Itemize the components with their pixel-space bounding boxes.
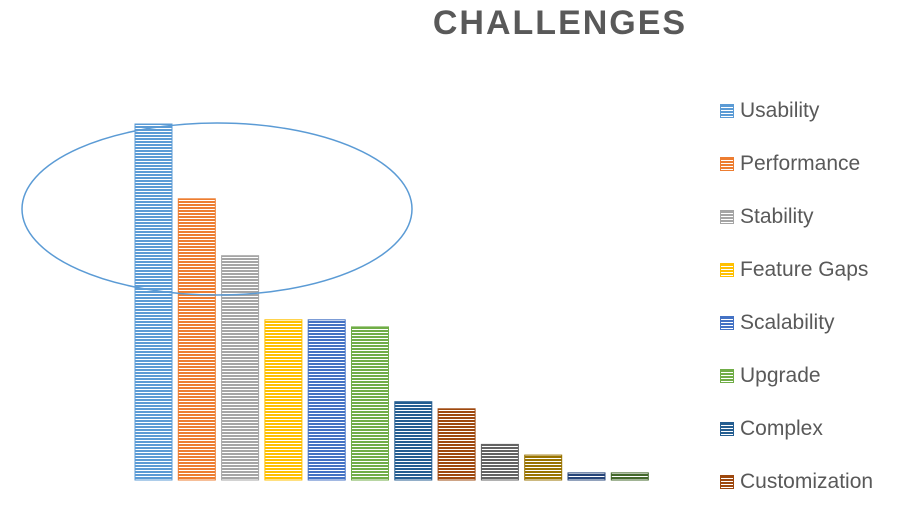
chart-title: CHALLENGES bbox=[432, 4, 688, 42]
annotations-group bbox=[21, 122, 413, 296]
legend-item-upgrade: Upgrade bbox=[720, 361, 920, 414]
bars-group bbox=[134, 123, 649, 481]
legend-swatch bbox=[720, 210, 734, 224]
legend-label: Performance bbox=[740, 152, 861, 175]
bar-upgrade bbox=[351, 326, 389, 481]
bar-unlabeled-10 bbox=[524, 454, 563, 481]
bar-stability bbox=[221, 255, 260, 481]
legend-label: Complex bbox=[740, 417, 823, 440]
legend-swatch bbox=[720, 104, 734, 118]
legend-label: Upgrade bbox=[740, 364, 821, 387]
bar-complex bbox=[394, 401, 433, 481]
legend-item-performance: Performance bbox=[720, 149, 920, 202]
bar-unlabeled-12 bbox=[610, 472, 649, 481]
legend-label: Stability bbox=[740, 205, 814, 228]
legend-item-usability: Usability bbox=[720, 96, 920, 149]
bar-customization bbox=[437, 408, 476, 481]
chart-page: CHALLENGES Usability Performance Stability… bbox=[21, 4, 873, 493]
bar-chart bbox=[21, 122, 649, 481]
legend: Usability Performance Stability Feature Gap… bbox=[720, 96, 920, 520]
legend-label: Feature Gaps bbox=[740, 258, 869, 281]
bar-unlabeled-11 bbox=[567, 472, 606, 481]
legend-swatch bbox=[720, 369, 734, 383]
legend-swatch bbox=[720, 157, 734, 171]
bar-feature-gaps bbox=[264, 319, 303, 481]
legend-label: Scalability bbox=[740, 311, 835, 334]
legend-swatch bbox=[720, 316, 734, 330]
legend-swatch bbox=[720, 422, 734, 436]
legend-item-scalability: Scalability bbox=[720, 308, 920, 361]
legend-swatch bbox=[720, 475, 734, 489]
legend-item-customization: Customization bbox=[720, 467, 920, 520]
legend-label: Usability bbox=[740, 99, 820, 122]
legend-item-feature-gaps: Feature Gaps bbox=[720, 255, 920, 308]
highlight-ellipse bbox=[21, 122, 413, 296]
legend-swatch bbox=[720, 263, 734, 277]
legend-item-stability: Stability bbox=[720, 202, 920, 255]
bar-scalability bbox=[307, 319, 346, 481]
legend-item-complex: Complex bbox=[720, 414, 920, 467]
bar-performance bbox=[177, 198, 216, 481]
bar-unlabeled-9 bbox=[480, 443, 519, 481]
legend-label: Customization bbox=[740, 470, 874, 493]
bar-usability bbox=[134, 123, 173, 481]
